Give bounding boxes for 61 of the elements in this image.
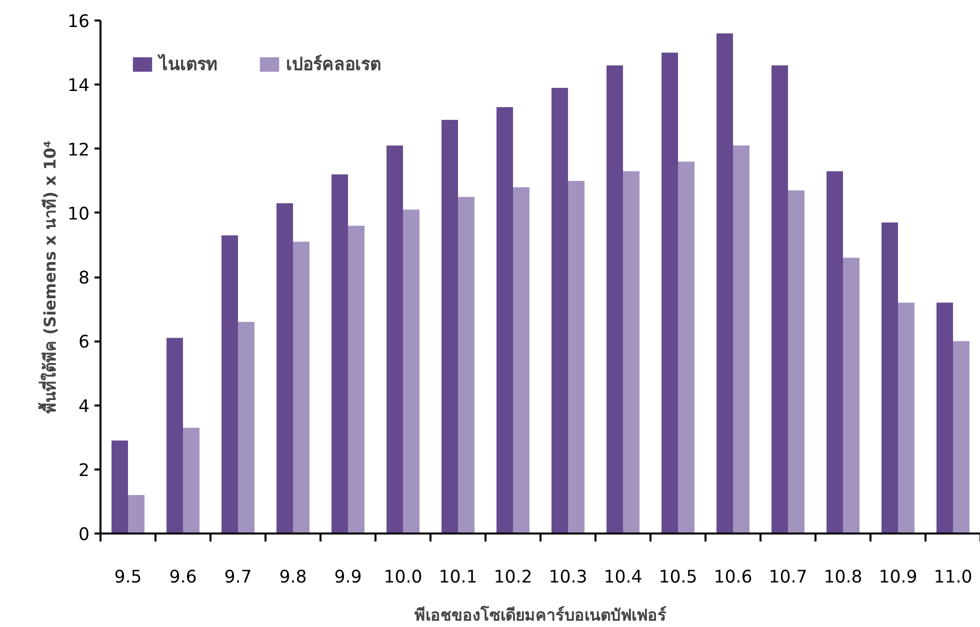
y-tick-label: 14: [67, 76, 90, 96]
x-tick-label: 10.3: [548, 568, 588, 588]
x-tick-label: 10.7: [768, 568, 808, 588]
y-axis-title: พื้นที่ใต้พีค (Siemens x นาที) x 10⁴: [37, 140, 60, 414]
bar: [826, 171, 843, 534]
x-tick-label: 10.0: [384, 568, 422, 588]
bar: [496, 107, 513, 534]
bar: [112, 440, 128, 534]
bar: [552, 88, 568, 534]
y-tick-label: 6: [78, 332, 90, 353]
y-tick-label: 12: [67, 140, 90, 160]
bar: [183, 428, 200, 534]
bar: [882, 222, 898, 534]
bar: [953, 341, 970, 534]
bar: [222, 235, 238, 534]
x-tick-label: 10.2: [494, 568, 532, 588]
x-tick-label: 9.7: [224, 568, 252, 588]
bar: [238, 322, 254, 534]
y-tick-label: 10: [67, 204, 90, 224]
bar: [348, 226, 364, 534]
bar: [293, 242, 310, 534]
bar: [458, 196, 474, 534]
x-tick-label: 10.8: [824, 568, 862, 588]
bar: [606, 65, 623, 534]
bar: [936, 302, 953, 534]
bar: [442, 120, 458, 534]
bar: [678, 162, 694, 534]
bar: [568, 180, 584, 534]
bar: [843, 258, 860, 534]
y-tick-label: 4: [78, 396, 90, 417]
legend-label: เปอร์คลอเรต: [286, 54, 381, 77]
bar: [386, 146, 403, 534]
bar: [662, 52, 678, 534]
x-tick-label: 10.9: [878, 568, 918, 588]
bar: [166, 338, 183, 534]
x-tick-label: 10.5: [658, 568, 698, 588]
bar: [623, 171, 640, 534]
bar: [276, 203, 293, 534]
x-tick-label: 9.9: [334, 568, 362, 588]
x-tick-label: 9.5: [114, 568, 142, 588]
bar: [788, 190, 804, 534]
bar: [513, 187, 530, 534]
bar: [898, 302, 914, 534]
x-tick-label: 10.4: [604, 568, 642, 588]
x-tick-label: 9.6: [169, 568, 197, 588]
bar: [716, 33, 733, 534]
y-tick-label: 2: [78, 460, 90, 481]
x-tick-label: 10.6: [714, 568, 752, 588]
x-tick-label: 10.1: [438, 568, 478, 588]
x-tick-label: 9.8: [279, 568, 307, 588]
y-tick-label: 8: [78, 268, 90, 288]
y-tick-label: 0: [78, 525, 90, 545]
bar: [403, 210, 420, 534]
y-tick-label: 16: [67, 12, 90, 32]
x-axis-title: พีเอชของโซเดียมคาร์บอเนตบัฟเฟอร์: [414, 604, 666, 624]
bar: [128, 495, 144, 534]
x-tick-label: 11.0: [934, 568, 972, 588]
bar: [733, 146, 750, 534]
bar: [772, 65, 788, 534]
bar: [332, 174, 348, 534]
legend-label: ไนเตรท: [159, 53, 217, 77]
